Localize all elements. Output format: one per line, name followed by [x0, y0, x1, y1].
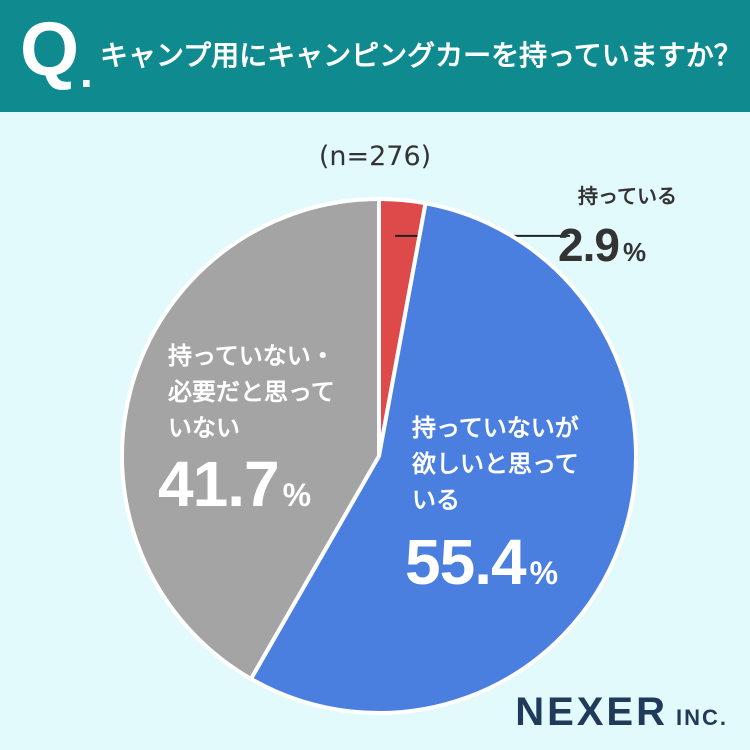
slice-label-line: 持っていない・	[168, 342, 335, 370]
nexer-logo: NEXER INC.	[515, 692, 728, 732]
q-dot: .	[80, 45, 93, 97]
slice-label-line: 持っていないが	[412, 414, 579, 442]
slice-value-unit: %	[282, 477, 312, 513]
sample-size: (n=276)	[318, 141, 432, 172]
slice-value-no-want: 41.7%	[158, 452, 311, 516]
slice-label-line: いない	[168, 414, 240, 442]
slice-value-number: 55.4	[405, 526, 527, 598]
slice-value-number: 41.7	[158, 448, 280, 520]
slice-label-line: いる	[412, 486, 460, 514]
slice-value-want: 55.4%	[405, 530, 558, 594]
slice-label-have: 持っている	[578, 182, 677, 210]
question-text: キャンプ用にキャンピングカーを持っていますか？	[100, 39, 742, 72]
slice-label-want: 持っていないが 欲しいと思って いる	[412, 410, 642, 518]
slice-value-unit: %	[529, 555, 559, 591]
slice-label-line: 必要だと思って	[168, 378, 335, 406]
q-mark: Q	[20, 7, 80, 92]
pie-slice-no-want	[120, 197, 381, 681]
slice-label-line: 欲しいと思って	[412, 450, 579, 478]
slice-label-line: 持っている	[578, 184, 677, 208]
pie-slice-want	[248, 201, 638, 715]
slice-label-no-want: 持っていない・ 必要だと思って いない	[168, 338, 378, 446]
slice-value-unit: %	[622, 237, 647, 267]
logo-main: NEXER	[515, 690, 668, 734]
slice-value-have: 2.9%	[558, 222, 646, 268]
slice-value-number: 2.9	[558, 219, 620, 271]
logo-suffix: INC.	[676, 705, 728, 730]
question-header: Q . キャンプ用にキャンピングカーを持っていますか？	[0, 0, 750, 112]
